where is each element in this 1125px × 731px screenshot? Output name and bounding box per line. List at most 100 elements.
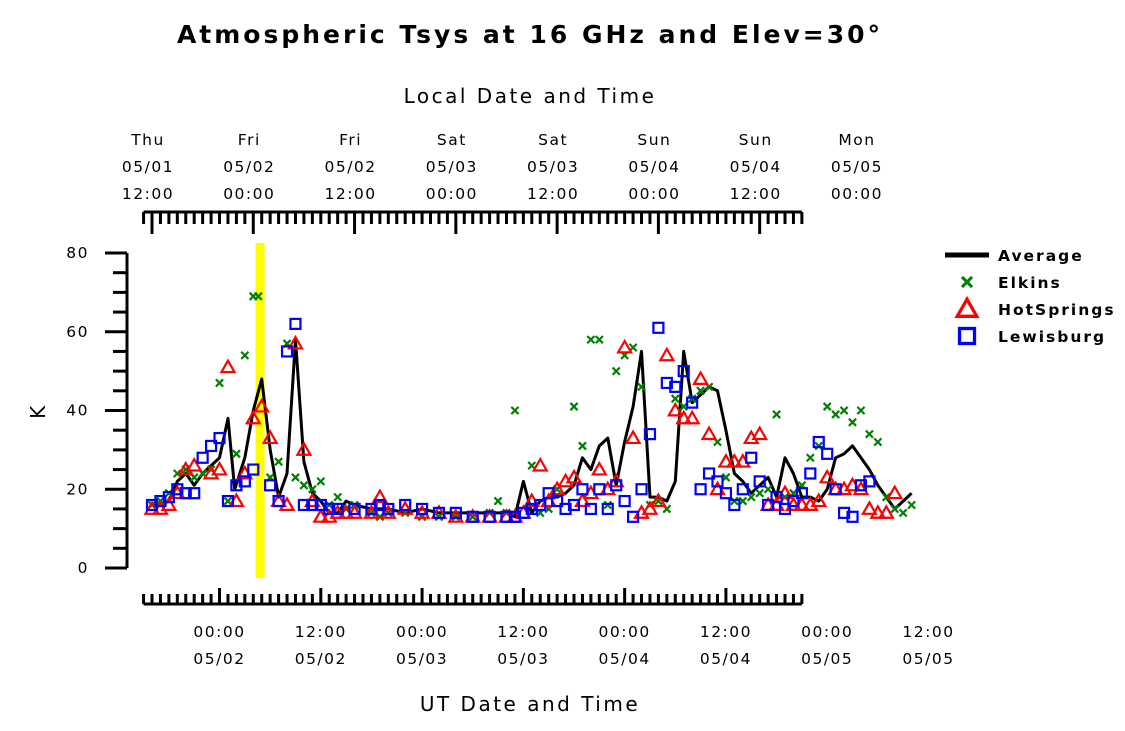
legend-label: Elkins xyxy=(998,274,1062,292)
lewisburg-point xyxy=(213,431,226,445)
data-layer xyxy=(143,291,916,523)
elkins-point xyxy=(890,504,900,514)
hotsprings-point xyxy=(413,504,431,519)
lewisburg-point xyxy=(863,475,876,488)
hotsprings-point xyxy=(590,460,608,476)
hotsprings-point xyxy=(185,456,203,472)
lewisburg-point xyxy=(297,498,311,512)
lewisburg-point xyxy=(795,487,808,500)
top-tick-time: 00:00 xyxy=(628,185,680,203)
lewisburg-point xyxy=(280,345,294,358)
elkins-point xyxy=(240,350,250,360)
hotsprings-point xyxy=(852,480,870,496)
hotsprings-point xyxy=(244,409,262,425)
lewisburg-point xyxy=(247,463,260,476)
hotsprings-point xyxy=(396,500,414,515)
bottom-tick-date: 05/05 xyxy=(801,650,853,668)
top-tick-day: Mon xyxy=(838,131,875,149)
top-tick-date: 05/02 xyxy=(223,158,275,176)
hotsprings-point xyxy=(666,401,684,417)
lewisburg-point xyxy=(500,510,513,523)
lewisburg-point xyxy=(694,483,707,496)
lewisburg-point xyxy=(812,435,825,449)
lewisburg-point xyxy=(652,321,665,334)
hotsprings-point xyxy=(675,409,693,425)
chart-title: Atmospheric Tsys at 16 GHz and Elev=30° xyxy=(177,20,883,49)
lewisburg-point xyxy=(567,498,581,512)
lewisburg-point xyxy=(204,439,218,453)
lewisburg-point xyxy=(677,365,690,378)
bottom-tick-date: 05/03 xyxy=(497,650,549,668)
top-tick-day: Fri xyxy=(238,131,261,149)
elkins-point xyxy=(594,335,604,345)
legend-elkins-swatch xyxy=(960,275,974,289)
legend: Average Elkins HotSprings Lewisburg xyxy=(945,247,1114,346)
top-tick-date: 05/04 xyxy=(730,158,782,176)
top-tick-time: 12:00 xyxy=(527,185,579,203)
hotsprings-point xyxy=(531,456,549,472)
bottom-axis-label: UT Date and Time xyxy=(420,692,640,716)
hotsprings-point xyxy=(312,508,330,523)
hotsprings-point xyxy=(658,346,676,362)
hotsprings-point xyxy=(861,500,878,515)
lewisburg-point xyxy=(686,396,699,409)
top-tick-time: 00:00 xyxy=(831,185,883,203)
top-tick-time: 12:00 xyxy=(122,185,174,203)
bottom-tick-date: 05/05 xyxy=(902,650,954,668)
lewisburg-point xyxy=(449,506,462,519)
lewisburg-point xyxy=(711,475,724,488)
series-average xyxy=(152,338,913,519)
lewisburg-point xyxy=(804,467,817,480)
hotsprings-point xyxy=(818,468,836,484)
elkins-point xyxy=(898,508,908,518)
top-tick-date: 05/05 xyxy=(831,158,883,176)
lewisburg-point xyxy=(264,479,277,492)
elkins-point xyxy=(772,410,781,419)
hotsprings-point xyxy=(751,425,769,441)
lewisburg-point xyxy=(323,502,336,516)
hotsprings-point xyxy=(624,429,642,445)
lewisburg-point xyxy=(483,510,496,523)
hotsprings-point xyxy=(363,504,380,519)
top-tick-time: 00:00 xyxy=(426,185,478,203)
elkins-point xyxy=(586,335,596,345)
bottom-tick-time: 00:00 xyxy=(801,623,853,641)
lewisburg-point xyxy=(466,510,479,523)
lewisburg-point xyxy=(669,380,682,393)
lewisburg-point xyxy=(778,502,792,516)
hotsprings-point xyxy=(565,468,583,484)
hotsprings-point xyxy=(886,484,904,500)
bottom-tick-time: 12:00 xyxy=(295,623,347,641)
elkins-point xyxy=(848,417,857,427)
hotsprings-point xyxy=(371,488,389,504)
lewisburg-point xyxy=(584,502,597,516)
bottom-tick-date: 05/02 xyxy=(193,650,245,668)
bottom-tick-date: 05/04 xyxy=(599,650,651,668)
legend-hotsprings-swatch xyxy=(954,295,980,318)
lewisburg-point xyxy=(399,498,412,512)
lewisburg-point xyxy=(415,502,429,516)
lewisburg-point xyxy=(610,479,623,492)
elkins-point xyxy=(856,406,866,415)
lewisburg-point xyxy=(770,491,783,504)
elkins-point xyxy=(510,406,520,415)
lewisburg-point xyxy=(382,502,395,516)
y-tick-label: 20 xyxy=(66,480,89,498)
elkins-point xyxy=(172,469,182,478)
top-tick-day: Sat xyxy=(437,131,467,149)
lewisburg-point xyxy=(348,502,361,516)
lewisburg-point xyxy=(829,483,842,496)
lewisburg-point xyxy=(551,494,564,508)
hotsprings-point xyxy=(287,334,304,350)
lewisburg-point xyxy=(719,487,733,500)
elkins-point xyxy=(822,402,832,411)
hotsprings-point xyxy=(725,452,743,468)
lewisburg-point xyxy=(787,494,800,508)
elkins-point xyxy=(696,386,705,396)
lewisburg-point xyxy=(331,502,344,516)
elkins-point xyxy=(755,488,765,498)
lewisburg-point xyxy=(846,510,859,523)
average-line xyxy=(152,338,913,519)
lewisburg-point xyxy=(762,498,775,512)
